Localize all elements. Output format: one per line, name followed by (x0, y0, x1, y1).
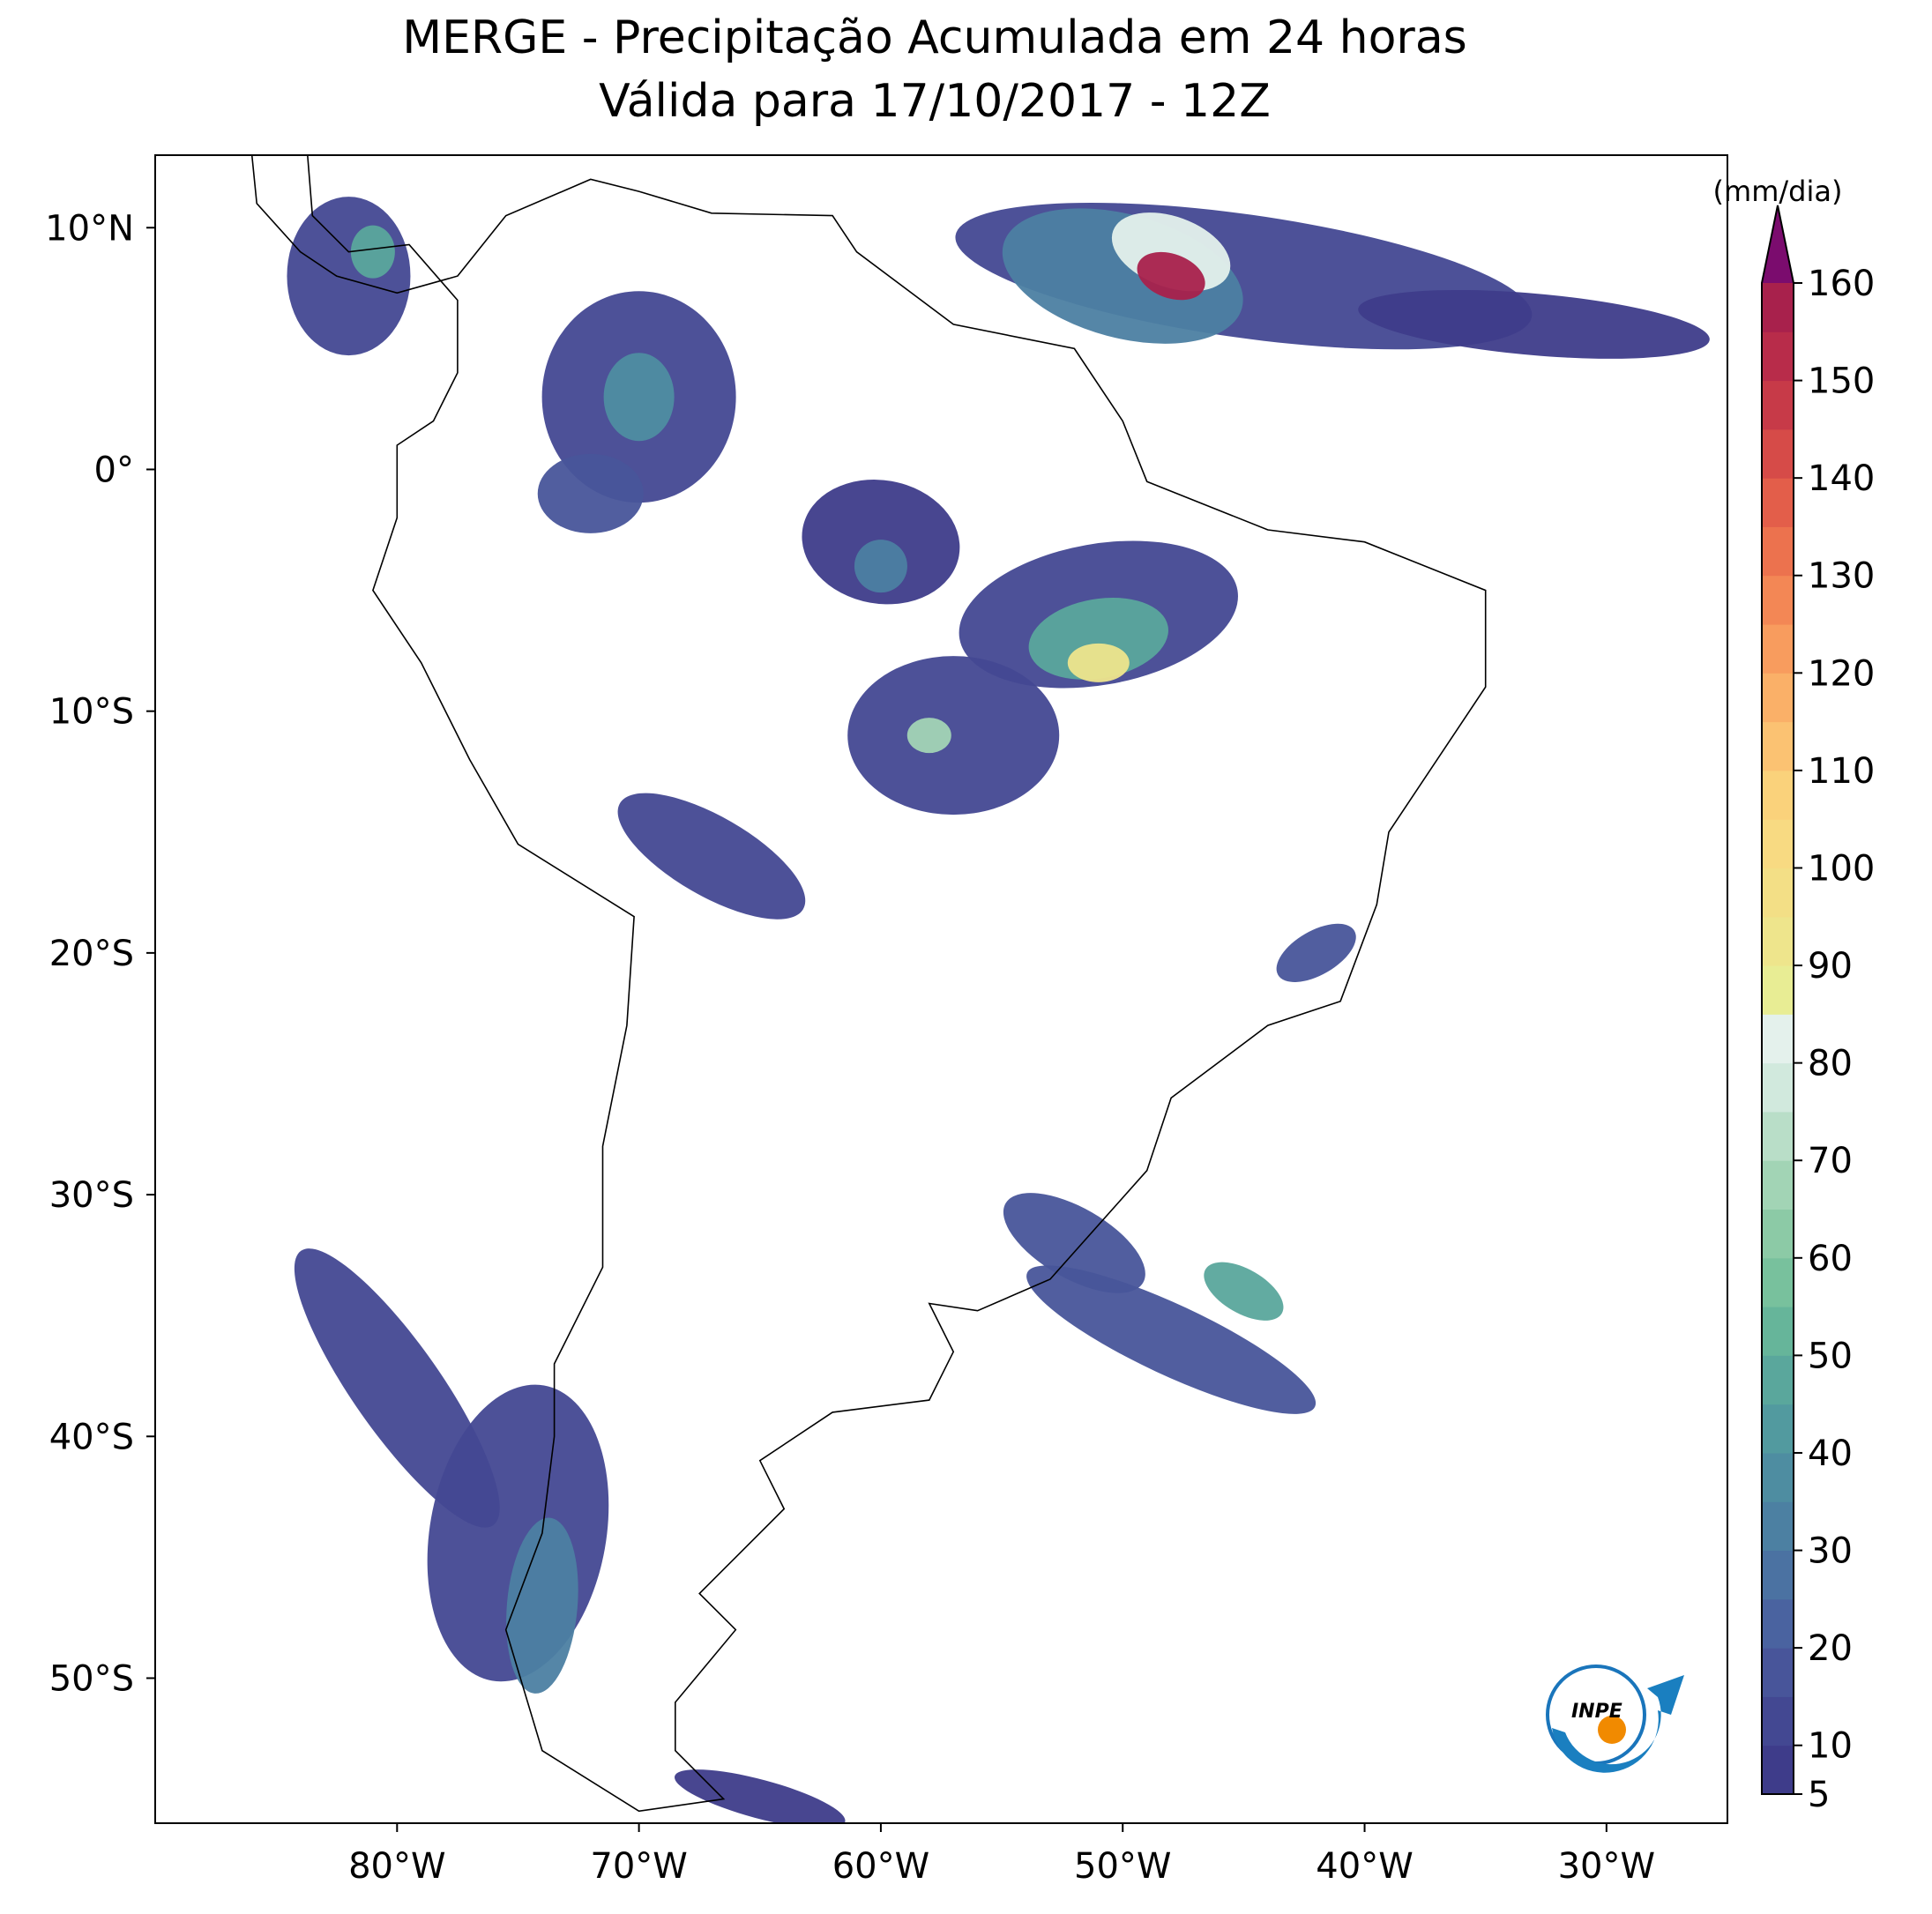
colorbar-band (1762, 283, 1794, 332)
rain-area (854, 540, 907, 593)
colorbar-band (1762, 1062, 1794, 1113)
rain-area (506, 1517, 578, 1694)
colorbar-frame (1761, 205, 1794, 1795)
colorbar-band (1762, 1598, 1794, 1649)
y-tick-label: 20°S (49, 934, 134, 974)
colorbar-tick-label: 50 (1808, 1336, 1853, 1376)
colorbar-band (1762, 819, 1794, 868)
colorbar-band (1762, 868, 1794, 918)
precipitation (287, 197, 1710, 1823)
colorbar-tick-label: 30 (1808, 1531, 1853, 1572)
y-tick-label: 30°S (49, 1175, 134, 1216)
colorbar-band (1762, 428, 1794, 479)
colorbar-band (1762, 721, 1794, 771)
colorbar-band (1762, 1355, 1794, 1405)
rain-area (1137, 251, 1205, 301)
rain-area (294, 1248, 500, 1528)
map-frame (154, 154, 1728, 1824)
y-tick-label: 10°S (49, 692, 134, 733)
rain-area (1067, 643, 1130, 682)
y-tick-label: 50°S (49, 1658, 134, 1699)
colorbar-band (1762, 1452, 1794, 1502)
rain-area (1358, 289, 1710, 359)
title: MERGE - Precipitação Acumulada em 24 hor… (402, 11, 1467, 64)
colorbar-tick-label: 100 (1808, 848, 1875, 889)
colorbar-band (1762, 1014, 1794, 1064)
colorbar-band (1762, 624, 1794, 674)
colorbar-band (1762, 1550, 1794, 1600)
colorbar-band (1762, 1501, 1794, 1552)
y-tick-label: 40°S (49, 1417, 134, 1457)
colorbar: 5 10 20 30 40 50 60 70 80 90 100 110 120 130 140 150 160… (1713, 175, 1876, 1815)
colorbar-tick-label: 10 (1808, 1726, 1853, 1767)
colorbar-tick-label: 5 (1808, 1775, 1830, 1815)
colorbar-tick-label: 40 (1808, 1434, 1853, 1474)
y-tick-label: 0° (94, 450, 134, 490)
rain-area (287, 197, 411, 356)
colorbar-band (1762, 965, 1794, 1015)
colorbar-band (1762, 1648, 1794, 1697)
x-tick-label: 40°W (1316, 1846, 1413, 1887)
colorbar-tick-label: 90 (1808, 946, 1853, 987)
colorbar-tick-label: 70 (1808, 1141, 1853, 1181)
colorbar-band (1762, 1745, 1794, 1795)
colorbar-band (1762, 1404, 1794, 1454)
colorbar-band (1762, 1160, 1794, 1210)
rain-area (617, 793, 806, 920)
colorbar-band (1762, 526, 1794, 577)
rain-area (675, 1769, 846, 1823)
subtitle: Válida para 17/10/2017 - 12Z (599, 75, 1271, 128)
logo-text: INPE (1571, 1701, 1622, 1723)
colorbar-band (1762, 1209, 1794, 1259)
colorbar-band (1762, 916, 1794, 966)
colorbar-tick-label: 130 (1808, 556, 1875, 597)
x-tick-label: 80°W (348, 1846, 445, 1887)
colorbar-tick-label: 20 (1808, 1628, 1853, 1669)
colorbar-band (1762, 1696, 1794, 1746)
colorbar-label: (mm/dia) (1713, 175, 1843, 208)
colorbar-band (1762, 380, 1794, 430)
colorbar-tick-label: 80 (1808, 1044, 1853, 1084)
coastline (250, 155, 1487, 1813)
rain-area (1003, 1193, 1145, 1293)
rain-area (350, 225, 395, 279)
x-tick-label: 30°W (1558, 1846, 1655, 1887)
logo: INPE (1546, 1665, 1684, 1773)
colorbar-band (1762, 331, 1794, 382)
rain-area (537, 453, 644, 533)
colorbar-band (1762, 770, 1794, 820)
rain-area (1276, 923, 1356, 982)
colorbar-tick-label: 140 (1808, 458, 1875, 499)
x-tick-label: 50°W (1074, 1846, 1171, 1887)
colorbar-band (1762, 1257, 1794, 1307)
colorbar-band (1762, 1307, 1794, 1356)
rain-area (1028, 597, 1168, 680)
rain-area (906, 718, 951, 754)
colorbar-band (1762, 673, 1794, 723)
rain-area (603, 353, 675, 442)
rain-area (1026, 1265, 1317, 1414)
y-tick-label: 10°N (45, 208, 134, 249)
colorbar-tick-label: 110 (1808, 751, 1875, 792)
colorbar-tick-label: 120 (1808, 653, 1875, 694)
colorbar-band (1762, 1111, 1794, 1161)
colorbar-extend (1762, 205, 1794, 283)
rain-area (1204, 1262, 1284, 1321)
colorbar-tick-label: 160 (1808, 264, 1875, 304)
land-outline (250, 155, 1487, 1813)
rain-area (847, 656, 1060, 815)
colorbar-band (1762, 478, 1794, 527)
x-tick-label: 60°W (832, 1846, 929, 1887)
colorbar-tick-label: 150 (1808, 361, 1875, 402)
colorbar-band (1762, 575, 1794, 625)
x-tick-label: 70°W (590, 1846, 687, 1887)
colorbar-tick-label: 60 (1808, 1239, 1853, 1279)
